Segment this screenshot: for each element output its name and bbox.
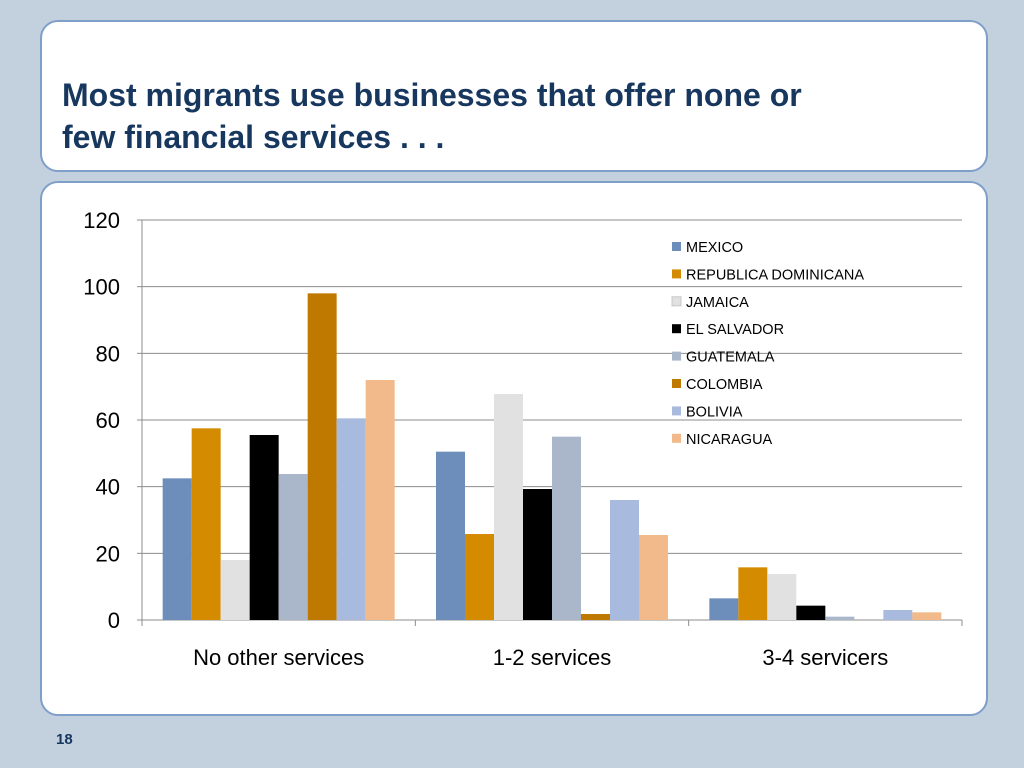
chart-tick-labels: 0 20 40 60 80 100 120 No other services 1-2 serv… <box>83 208 888 670</box>
x-category-label: 3-4 servicers <box>762 645 888 670</box>
bar-republica-dominicana <box>738 567 768 620</box>
y-tick-label: 40 <box>96 475 120 500</box>
legend-label: REPUBLICA DOMINICANA <box>686 267 864 283</box>
bar-colombia <box>307 293 337 620</box>
legend-swatch <box>672 242 681 251</box>
legend-swatch <box>672 351 681 361</box>
legend-swatch <box>672 324 681 334</box>
bar-jamaica <box>494 394 523 620</box>
title-panel: Most migrants use businesses that offer … <box>40 20 988 172</box>
bar-bolivia <box>883 610 913 620</box>
bar-jamaica <box>220 560 250 620</box>
legend-label: GUATEMALA <box>686 350 775 366</box>
bar-republica-dominicana <box>191 428 221 620</box>
page-number: 18 <box>56 731 73 748</box>
legend-label: NICARAGUA <box>686 432 773 448</box>
bar-el-salvador <box>523 489 552 620</box>
legend-label: JAMAICA <box>686 295 749 311</box>
x-category-label: 1-2 services <box>493 645 612 670</box>
slide-title: Most migrants use businesses that offer … <box>62 74 962 158</box>
bar-mexico <box>162 478 192 620</box>
bar-bolivia <box>610 500 639 620</box>
bar-el-salvador <box>249 435 279 620</box>
legend-swatch <box>671 296 682 307</box>
y-tick-label: 60 <box>96 408 120 433</box>
bar-nicaragua <box>365 380 395 620</box>
bar-republica-dominicana <box>465 534 494 620</box>
bar-guatemala <box>278 474 308 620</box>
bar-bolivia <box>336 418 366 620</box>
bar-nicaragua <box>639 535 668 620</box>
y-tick-label: 120 <box>83 208 120 233</box>
slide-title-line-1: Most migrants use businesses that offer … <box>62 77 802 113</box>
bar-colombia <box>581 614 610 620</box>
y-tick-label: 20 <box>96 541 120 566</box>
legend-swatch <box>672 269 681 279</box>
y-tick-label: 80 <box>96 341 120 366</box>
chart-legend: MEXICO REPUBLICA DOMINICANA JAMAICA EL SALV… <box>671 240 864 448</box>
chart-bars <box>162 293 942 620</box>
bar-el-salvador <box>796 605 826 620</box>
legend-swatch <box>672 433 681 443</box>
y-tick-label: 0 <box>108 608 120 633</box>
bar-mexico <box>436 451 465 620</box>
y-tick-label: 100 <box>83 275 120 300</box>
legend-label: EL SALVADOR <box>686 322 784 338</box>
bar-guatemala <box>825 616 855 620</box>
slide-title-line-2: few financial services . . . <box>62 119 445 155</box>
bar-jamaica <box>767 574 797 620</box>
bar-nicaragua <box>912 612 942 620</box>
bar-guatemala <box>552 436 581 620</box>
legend-swatch <box>672 406 681 416</box>
x-category-label: No other services <box>193 645 364 670</box>
legend-label: COLOMBIA <box>686 377 763 393</box>
legend-label: BOLIVIA <box>686 404 743 420</box>
bar-mexico <box>709 598 739 620</box>
legend-swatch <box>672 379 681 388</box>
legend-label: MEXICO <box>686 240 743 256</box>
